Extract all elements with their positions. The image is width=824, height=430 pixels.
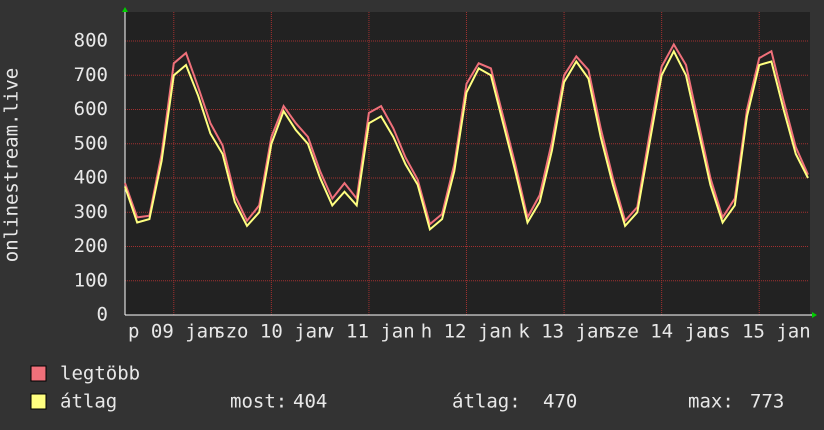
stat-label: most: [230,391,287,413]
axis-arrow [812,312,817,318]
stat-value: 773 [750,391,784,413]
y-tick-label: 800 [74,30,108,52]
series-line [124,49,809,232]
x-tick-label: v 11 jan [323,321,415,343]
plot-area [125,12,810,315]
y-tick-label: 200 [74,235,108,257]
x-tick-label: szo 10 jan [214,321,328,343]
x-tick-label: h 12 jan [421,321,513,343]
legend-label: legtöbb [60,363,140,385]
y-tick-label: 0 [97,304,108,326]
stat-label: átlag: [452,391,521,413]
y-tick-label: 500 [74,132,108,154]
legend-swatch [30,393,47,410]
x-tick-label: k 13 jan [518,321,610,343]
series-line [124,42,809,226]
y-tick-label: 100 [74,269,108,291]
y-tick-label: 300 [74,201,108,223]
y-tick-label: 600 [74,98,108,120]
stat-value: 470 [543,391,577,413]
x-tick-label: cs 15 jan [708,321,811,343]
stat-label: max: [688,391,734,413]
legend-swatch [30,365,47,382]
legend-label: átlag [60,391,117,413]
y-tick-label: 400 [74,167,108,189]
x-tick-label: sze 14 jan [604,321,718,343]
x-tick-label: p 09 jan [128,321,220,343]
stat-value: 404 [293,391,327,413]
y-tick-label: 700 [74,64,108,86]
y-axis-label: onlinestream.live [1,68,23,262]
axis-arrow [122,7,128,12]
